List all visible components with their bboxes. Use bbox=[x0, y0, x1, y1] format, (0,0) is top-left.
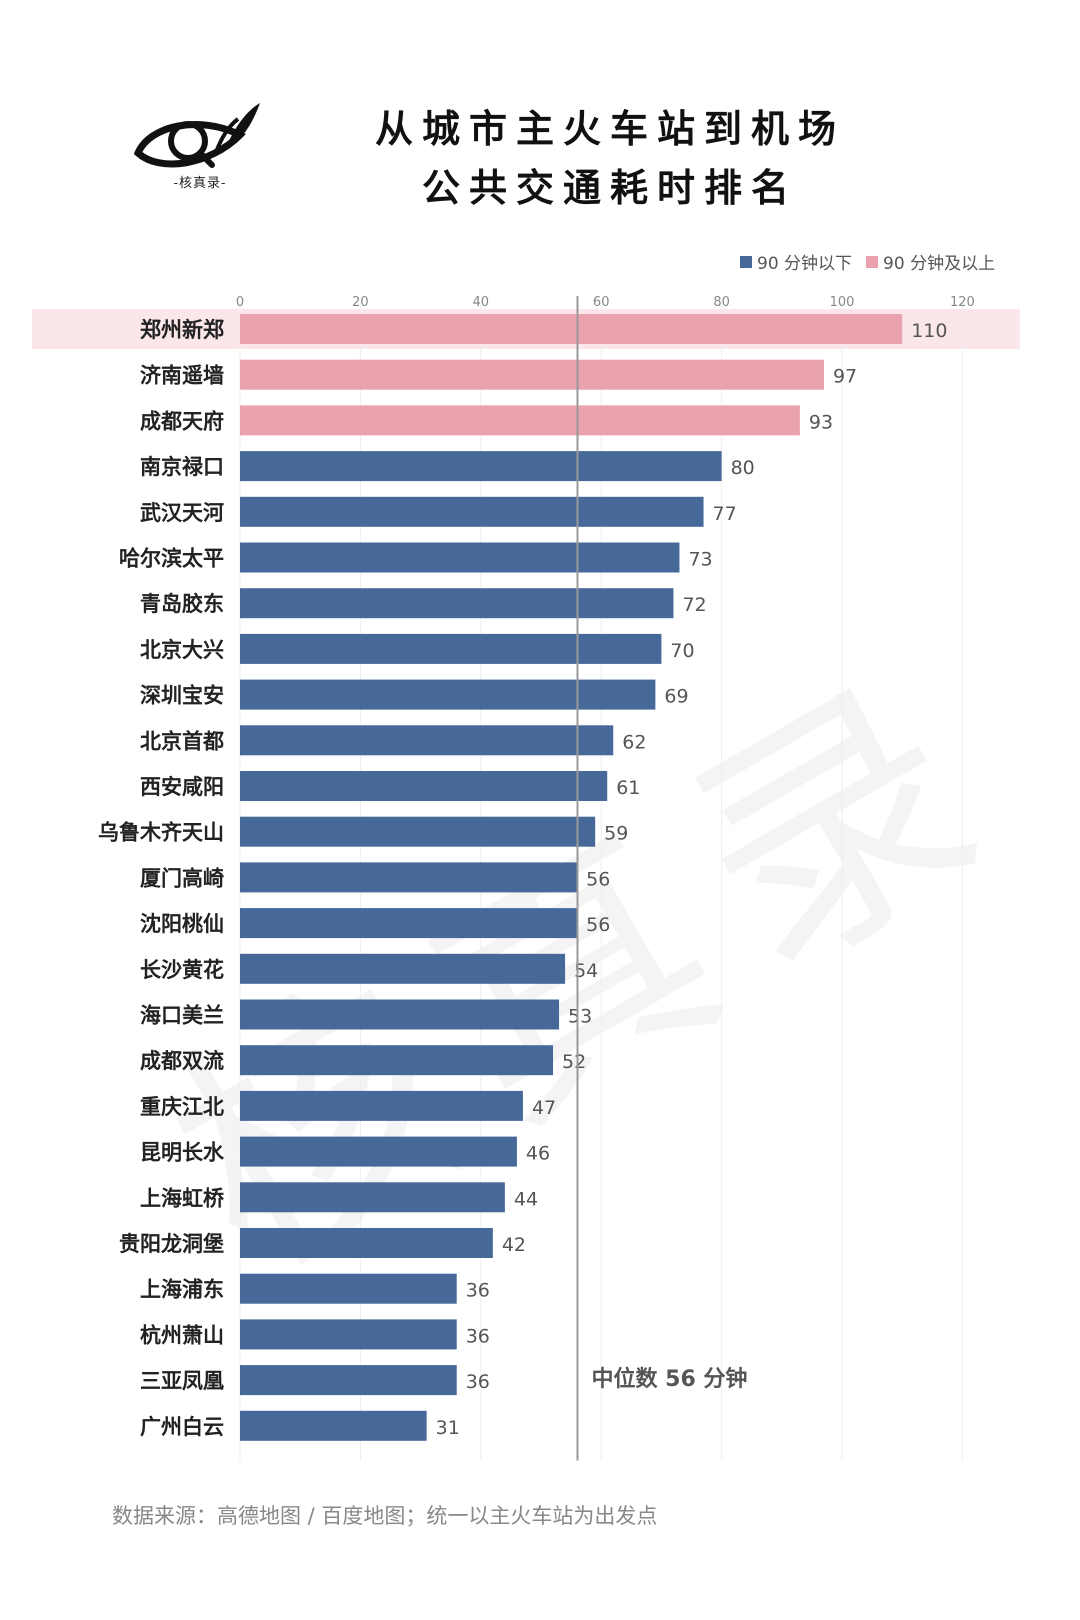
value-label: 56 bbox=[586, 914, 610, 936]
category-label: 郑州新郑 bbox=[140, 318, 224, 342]
value-label: 42 bbox=[502, 1234, 526, 1256]
bar bbox=[240, 725, 614, 756]
legend-swatch-above bbox=[866, 255, 879, 268]
category-label: 青岛胶东 bbox=[140, 592, 224, 616]
category-label: 北京首都 bbox=[140, 729, 224, 753]
category-label: 昆明长水 bbox=[140, 1141, 225, 1165]
category-label: 北京大兴 bbox=[140, 638, 224, 662]
value-label: 31 bbox=[436, 1417, 460, 1439]
category-label: 上海浦东 bbox=[140, 1278, 224, 1302]
category-label: 沈阳桃仙 bbox=[140, 912, 224, 936]
bar bbox=[240, 771, 608, 801]
category-label: 贵阳龙洞堡 bbox=[119, 1232, 224, 1256]
value-label: 69 bbox=[664, 686, 688, 708]
value-label: 53 bbox=[568, 1006, 592, 1028]
category-label: 三亚凤凰 bbox=[140, 1369, 224, 1393]
value-label: 46 bbox=[526, 1143, 550, 1165]
bar bbox=[240, 496, 704, 527]
value-label: 36 bbox=[466, 1371, 490, 1393]
bar bbox=[240, 1365, 457, 1396]
bar bbox=[240, 588, 674, 619]
bar bbox=[240, 953, 566, 984]
source-note: 数据来源：高德地图 / 百度地图；统一以主火车站为出发点 bbox=[112, 1504, 658, 1528]
category-label: 厦门高崎 bbox=[140, 866, 224, 890]
legend-item-below: 90 分钟以下 bbox=[740, 249, 852, 274]
bar bbox=[240, 816, 596, 847]
value-label: 52 bbox=[562, 1051, 586, 1073]
bar bbox=[240, 1410, 427, 1441]
category-label: 重庆江北 bbox=[140, 1095, 224, 1119]
category-label: 哈尔滨太平 bbox=[119, 547, 224, 571]
category-label: 武汉天河 bbox=[140, 501, 224, 525]
x-tick-label: 60 bbox=[593, 295, 610, 310]
x-tick-label: 120 bbox=[950, 295, 975, 310]
value-label: 44 bbox=[514, 1188, 538, 1210]
value-label: 93 bbox=[809, 411, 833, 433]
value-label: 70 bbox=[670, 640, 694, 662]
bar bbox=[240, 862, 578, 893]
logo-icon bbox=[133, 103, 260, 168]
x-tick-label: 80 bbox=[713, 295, 730, 310]
bar bbox=[240, 359, 824, 390]
value-label: 72 bbox=[682, 594, 706, 616]
chart-title-line2: 公共交通耗时排名 bbox=[421, 165, 798, 210]
value-label: 110 bbox=[911, 320, 947, 342]
category-label: 西安咸阳 bbox=[140, 775, 224, 799]
category-label: 成都双流 bbox=[140, 1049, 224, 1073]
bar bbox=[240, 1273, 457, 1304]
x-tick-label: 20 bbox=[352, 295, 369, 310]
value-label: 59 bbox=[604, 823, 628, 845]
category-label: 成都天府 bbox=[140, 409, 224, 433]
category-label: 深圳宝安 bbox=[140, 684, 224, 708]
legend-label-above: 90 分钟及以上 bbox=[883, 254, 996, 274]
category-label: 海口美兰 bbox=[140, 1004, 224, 1028]
median-label: 中位数 56 分钟 bbox=[592, 1366, 748, 1392]
value-label: 47 bbox=[532, 1097, 556, 1119]
bar bbox=[240, 1319, 457, 1350]
bar bbox=[240, 1182, 505, 1213]
bar bbox=[240, 908, 578, 939]
chart-title-line1: 从城市主火车站到机场 bbox=[374, 106, 845, 151]
value-label: 97 bbox=[833, 366, 857, 388]
value-label: 73 bbox=[688, 549, 712, 571]
x-tick-label: 0 bbox=[236, 295, 244, 310]
x-tick-label: 40 bbox=[473, 295, 490, 310]
value-label: 56 bbox=[586, 868, 610, 890]
bar bbox=[240, 1045, 554, 1076]
value-label: 36 bbox=[466, 1325, 490, 1347]
legend: 90 分钟以下 90 分钟及以上 bbox=[740, 249, 995, 274]
value-label: 80 bbox=[731, 457, 755, 479]
bar bbox=[240, 405, 800, 436]
bar bbox=[240, 1228, 493, 1258]
category-label: 南京禄口 bbox=[140, 455, 224, 479]
bar bbox=[240, 679, 656, 710]
category-label: 长沙黄花 bbox=[140, 958, 224, 982]
x-tick-label: 100 bbox=[830, 295, 855, 310]
legend-item-above: 90 分钟及以上 bbox=[866, 249, 995, 274]
bar bbox=[240, 1090, 523, 1121]
category-label: 上海虹桥 bbox=[140, 1186, 225, 1210]
bar bbox=[240, 314, 903, 344]
bar bbox=[240, 451, 722, 482]
value-label: 36 bbox=[466, 1280, 490, 1302]
value-label: 77 bbox=[713, 503, 737, 525]
category-label: 广州白云 bbox=[140, 1415, 224, 1439]
bar bbox=[240, 999, 560, 1030]
value-label: 62 bbox=[622, 731, 646, 753]
logo-caption: -核真录- bbox=[173, 176, 227, 191]
legend-swatch-below bbox=[740, 255, 752, 268]
bar bbox=[240, 1136, 517, 1167]
bar bbox=[240, 633, 662, 664]
category-label: 济南遥墙 bbox=[140, 364, 224, 388]
legend-label-below: 90 分钟以下 bbox=[757, 254, 853, 274]
category-label: 乌鲁木齐天山 bbox=[98, 821, 224, 845]
value-label: 54 bbox=[574, 960, 598, 982]
bar bbox=[240, 542, 680, 573]
value-label: 61 bbox=[616, 777, 640, 799]
category-label: 杭州萧山 bbox=[140, 1323, 224, 1347]
